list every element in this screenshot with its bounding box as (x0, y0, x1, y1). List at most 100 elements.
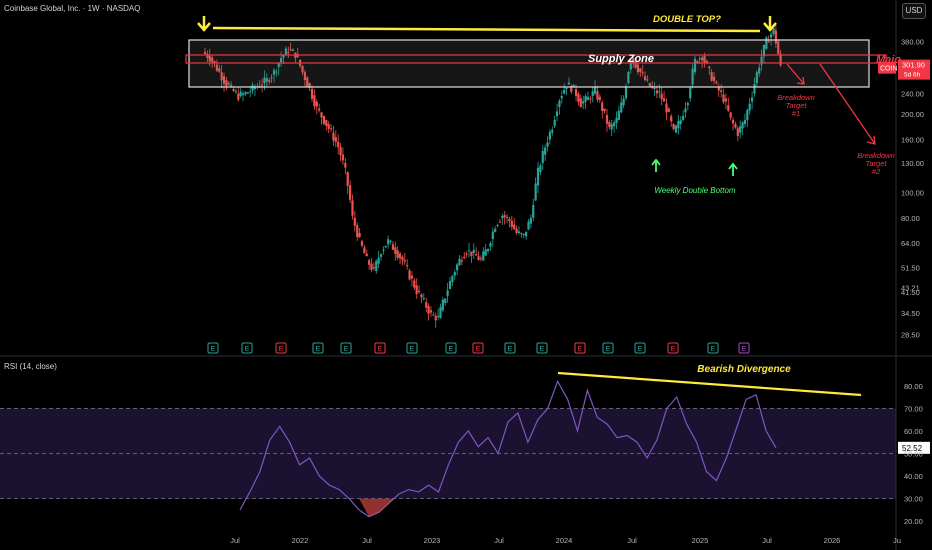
candle-body (667, 108, 670, 112)
candle-body (525, 231, 528, 237)
candle-body (503, 215, 506, 218)
candle-body (306, 77, 309, 87)
candle-body (646, 79, 649, 81)
candle-body (565, 87, 568, 89)
candle-body (346, 171, 349, 186)
candle-body (632, 57, 635, 63)
candle-body (579, 98, 582, 108)
candle-body (553, 119, 556, 127)
candle-body (396, 250, 399, 258)
earnings-marker-label: E (316, 346, 321, 353)
candle-body (425, 302, 428, 308)
candle-body (572, 84, 575, 88)
candle-body (341, 154, 345, 161)
candle-body (211, 57, 214, 62)
double-top-arrow-right (763, 16, 777, 32)
candle-body (762, 44, 766, 57)
candle-body (624, 86, 628, 99)
breakdown-target-1-label-line: Target (786, 101, 808, 110)
candle-body (660, 93, 663, 100)
rsi-tick-label: 20.00 (904, 517, 923, 526)
candle-body (232, 88, 235, 91)
candle-body (377, 257, 380, 264)
candle-body (287, 51, 290, 53)
price-tick-label: 51.50 (901, 264, 920, 273)
candle-body (555, 111, 559, 117)
breakdown-target-1-label: Breakdown Target #1 (777, 93, 815, 118)
candle-body (567, 82, 571, 85)
candle-body (429, 310, 433, 313)
rsi-tick-label: 50.00 (904, 450, 923, 459)
candle-body (348, 185, 352, 200)
candle-body (382, 249, 385, 251)
candle-body (544, 147, 547, 155)
candle-body (401, 256, 404, 261)
price-tick-label: 240.00 (901, 90, 924, 99)
price-tick-label: 130.00 (901, 159, 924, 168)
candle-body (413, 280, 416, 288)
currency-button[interactable]: USD (902, 3, 926, 19)
candle-body (696, 61, 699, 63)
candle-body (263, 77, 266, 84)
candle-body (282, 55, 285, 58)
candle-body (329, 128, 333, 130)
candle-body (322, 116, 326, 124)
major-label: Majo (876, 54, 901, 66)
candle-body (206, 53, 209, 59)
time-tick-label: Jul (494, 536, 504, 545)
earnings-marker-label: E (410, 346, 415, 353)
candle-body (603, 108, 606, 112)
candle-body (615, 117, 618, 124)
earnings-marker-label: E (279, 346, 284, 353)
candle-body (717, 86, 720, 91)
candle-body (705, 61, 708, 64)
candle-body (379, 254, 383, 257)
price-tick-label: 380.00 (901, 38, 924, 47)
candle-body (596, 91, 599, 100)
candle-body (722, 94, 725, 103)
candle-body (334, 137, 337, 142)
candle-body (534, 183, 537, 201)
candle-body (665, 103, 668, 113)
candle-body (275, 71, 278, 73)
candle-body (313, 95, 316, 107)
candle-body (451, 275, 454, 283)
rsi-last-tag-bg (898, 441, 930, 454)
earnings-marker-label: E (540, 346, 545, 353)
candle-body (310, 88, 314, 99)
earnings-marker (602, 342, 614, 354)
candle-body (613, 122, 616, 127)
breakdown-arrow-1 (786, 63, 805, 85)
candle-body (574, 88, 578, 97)
candle-body (489, 243, 492, 247)
earnings-marker (574, 342, 586, 354)
earnings-marker (312, 342, 324, 354)
candle-body (541, 150, 544, 163)
candle-body (727, 105, 730, 111)
candle-body (743, 119, 747, 125)
candle-body (470, 251, 473, 257)
earnings-marker-label: E (449, 346, 454, 353)
countdown-label: 5d 6h (904, 72, 921, 79)
candle-body (536, 167, 540, 186)
candle-body (415, 285, 418, 294)
rsi-oversold-fill (359, 498, 394, 517)
candle-body (736, 128, 739, 136)
candle-body (358, 232, 361, 237)
candle-body (391, 244, 395, 250)
earnings-marker (445, 342, 457, 354)
candle-body (280, 57, 283, 63)
candle-body (496, 224, 499, 226)
candle-body (779, 53, 782, 66)
earnings-marker-label: E (742, 346, 747, 353)
earnings-marker-label: E (476, 346, 481, 353)
candle-body (360, 241, 364, 246)
rsi-tick-label: 80.00 (904, 382, 923, 391)
price-tick-label: 28.50 (901, 331, 920, 340)
candle-body (422, 297, 425, 299)
candle-body (679, 120, 682, 125)
candle-body (648, 83, 651, 87)
earnings-marker (504, 342, 516, 354)
candle-body (260, 84, 264, 86)
candle-body (446, 290, 449, 297)
